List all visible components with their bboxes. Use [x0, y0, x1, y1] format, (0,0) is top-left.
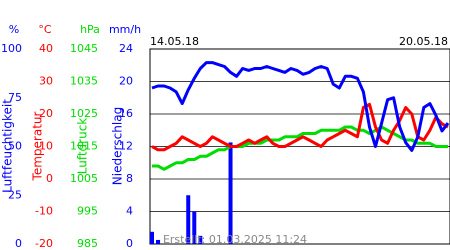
y-tick-label: 20 [39, 107, 53, 120]
axis-unit: °C [38, 23, 52, 36]
y-tick-label: 1005 [70, 172, 98, 185]
precip-bar [228, 142, 233, 244]
axis-title: Niederschlag [111, 107, 125, 185]
axis-title: Luftfeuchtigkeit [1, 99, 15, 193]
y-tick-label: 1035 [70, 75, 98, 88]
y-tick-label: 20 [119, 75, 133, 88]
footer: Erstellt: 01.03.2025 11:24 [163, 233, 307, 246]
y-tick-label: 1025 [70, 107, 98, 120]
y-tick-label: 16 [119, 107, 133, 120]
series-line [151, 61, 450, 152]
series-line [152, 125, 448, 171]
y-tick-label: 25 [8, 188, 22, 201]
y-tick-label: 4 [126, 205, 133, 218]
date-end: 20.05.18 [399, 35, 448, 48]
y-tick-label: 1015 [70, 140, 98, 153]
axis-title: Temperatur [31, 111, 45, 181]
y-tick-label: 0 [126, 237, 133, 250]
y-tick-label: 75 [8, 91, 22, 104]
date-start: 14.05.18 [150, 35, 199, 48]
y-tick-label: 8 [126, 172, 133, 185]
y-tick-label: 40 [39, 42, 53, 55]
y-tick-label: -20 [35, 237, 53, 250]
axis-title: Luftdruck [76, 118, 90, 175]
y-tick-label: 0 [46, 172, 53, 185]
y-tick-label: 30 [39, 75, 53, 88]
y-tick-label: 0 [15, 237, 22, 250]
y-tick-label: 24 [119, 42, 133, 55]
axis-unit: hPa [80, 23, 100, 36]
precip-bar [150, 231, 154, 244]
y-tick-label: 985 [77, 237, 98, 250]
precip-bar [192, 211, 197, 244]
axis-unit: mm/h [109, 23, 141, 36]
y-tick-label: 1045 [70, 42, 98, 55]
y-tick-label: 100 [1, 42, 22, 55]
precip-bar [156, 239, 161, 244]
y-tick-label: 10 [39, 140, 53, 153]
y-tick-label: -10 [35, 205, 53, 218]
y-tick-label: 995 [77, 205, 98, 218]
precip-bar [198, 235, 203, 244]
axis-unit: % [9, 23, 19, 36]
y-tick-label: 50 [8, 140, 22, 153]
precip-bar [186, 195, 191, 244]
y-tick-label: 12 [119, 140, 133, 153]
